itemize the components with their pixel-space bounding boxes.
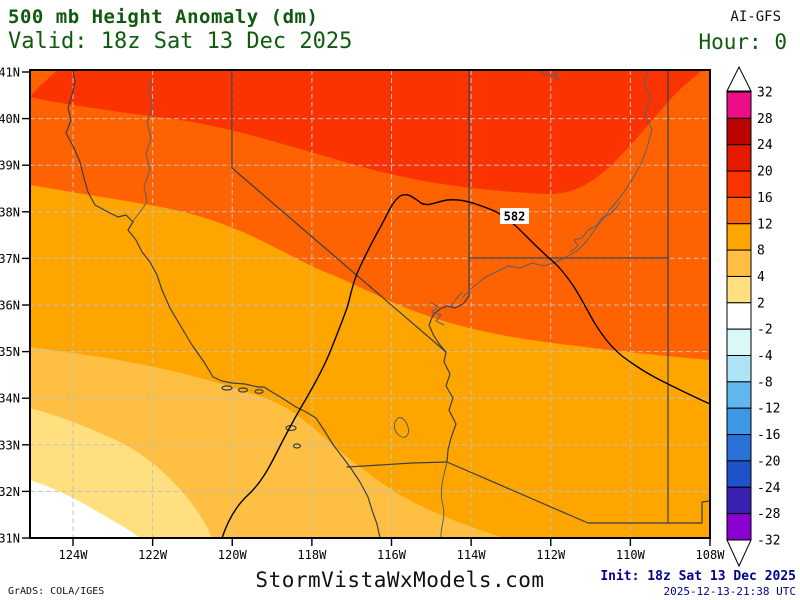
colorbar-segment: [726, 407, 752, 436]
lon-label: 112W: [536, 548, 566, 562]
lon-label: 114W: [457, 548, 487, 562]
lat-label: 32N: [0, 485, 20, 499]
colorbar-label: -4: [757, 349, 773, 364]
height-contour-layer: 582: [221, 194, 710, 538]
colorbar-segment: [726, 486, 752, 515]
colorbar-label: 4: [757, 270, 765, 285]
great-salt-lake: [539, 70, 559, 81]
band-16-20: [30, 70, 703, 195]
sacramento-river: [132, 78, 154, 222]
colorbar-label: 28: [757, 112, 773, 127]
colorbar-segment: [726, 328, 752, 356]
latlon-gridlines: [30, 70, 710, 538]
colorbar-segment: [726, 302, 752, 330]
colorbar-label: -8: [757, 375, 773, 390]
band-neutral: [30, 480, 140, 538]
contour-label-box: [500, 208, 529, 224]
colorbar-bottom-arrow: [726, 539, 752, 568]
colorbar-label: -12: [757, 402, 780, 417]
lat-label: 31N: [0, 532, 20, 546]
lon-label: 110W: [616, 548, 646, 562]
lon-label: 116W: [377, 548, 407, 562]
colorbar-label: -2: [757, 323, 773, 338]
lake-mead: [429, 291, 463, 326]
lat-label: 41N: [0, 66, 20, 80]
colorbar-segment: [726, 117, 752, 146]
contour-582-line: [221, 194, 710, 538]
contour-label-text: 582: [504, 210, 526, 224]
lat-label: 35N: [0, 345, 20, 359]
california-nevada-border: [231, 70, 447, 353]
colorbar-label: 16: [757, 191, 773, 206]
init-time-label: Init: 18z Sat 13 Dec 2025: [600, 569, 796, 584]
lon-label: 120W: [218, 548, 248, 562]
page-title: 500 mb Height Anomaly (dm): [8, 6, 319, 28]
lat-label: 34N: [0, 392, 20, 406]
init-utc-label: 2025-12-13-21:38 UTC: [663, 585, 796, 598]
lon-label: 124W: [59, 548, 89, 562]
colorbar: 32 28 24 20 16 12 8 4 2 -2 -4 -8 -12 -16 -20 -24 -28 -32: [726, 65, 781, 568]
colorbar-segment: [726, 434, 752, 462]
colorado-river-border: [428, 295, 470, 463]
lat-label: 37N: [0, 252, 20, 266]
colorbar-segment: [726, 144, 752, 172]
colorbar-label: 20: [757, 165, 773, 180]
band-corner-orange: [30, 70, 58, 97]
colorbar-label: 24: [757, 138, 773, 153]
channel-islands: [221, 385, 302, 449]
colorbar-segment: [726, 196, 752, 225]
colorbar-label: -32: [757, 533, 780, 548]
colorbar-label: 8: [757, 244, 765, 259]
colorbar-segment: [726, 275, 752, 304]
axis-ticks: [22, 71, 711, 546]
geography-layer: [65, 70, 710, 538]
model-name-label: AI-GFS: [730, 9, 781, 25]
lat-label: 33N: [0, 438, 20, 452]
colorbar-segment: [726, 170, 752, 198]
baja-gulf-coast: [440, 461, 448, 538]
lat-label: 40N: [0, 112, 20, 126]
axis-labels: 41N 40N 39N 38N 37N 36N 35N 34N 33N 32N 31N 124W 122…: [0, 66, 725, 563]
anomaly-fill-bands: [30, 70, 710, 538]
lon-label: 118W: [297, 548, 327, 562]
colorbar-top-arrow: [726, 65, 752, 92]
salton-sea: [393, 417, 409, 438]
colorbar-label: 12: [757, 217, 773, 232]
lake-powell: [569, 201, 621, 253]
colorbar-label: -24: [757, 481, 781, 496]
colorbar-segment: [726, 513, 752, 541]
lon-label: 122W: [138, 548, 168, 562]
valid-time-label: Valid: 18z Sat 13 Dec 2025: [8, 29, 353, 54]
colorbar-segment: [726, 223, 752, 251]
colorbar-segment: [726, 460, 752, 488]
colorbar-label: 32: [757, 86, 773, 101]
colorbar-segment: [726, 249, 752, 277]
brand-watermark: StormVistaWxModels.com: [255, 568, 545, 592]
colorbar-label: 2: [757, 296, 765, 311]
lat-label: 39N: [0, 159, 20, 173]
green-colorado-river: [462, 70, 653, 298]
grads-credit: GrADS: COLA/IGES: [8, 586, 105, 597]
colorbar-segment: [726, 91, 752, 119]
forecast-hour-label: Hour: 0: [698, 30, 787, 54]
lat-label: 38N: [0, 205, 20, 219]
us-mexico-border: [346, 461, 710, 524]
lon-label: 108W: [696, 548, 726, 562]
colorbar-segment: [726, 355, 752, 383]
colorbar-segment: [726, 381, 752, 409]
colorbar-label: -28: [757, 507, 780, 522]
colorbar-label: -20: [757, 454, 780, 469]
california-coastline: [65, 70, 381, 538]
colorbar-label: -16: [757, 428, 780, 443]
lat-label: 36N: [0, 299, 20, 313]
map-frame: [29, 69, 711, 539]
